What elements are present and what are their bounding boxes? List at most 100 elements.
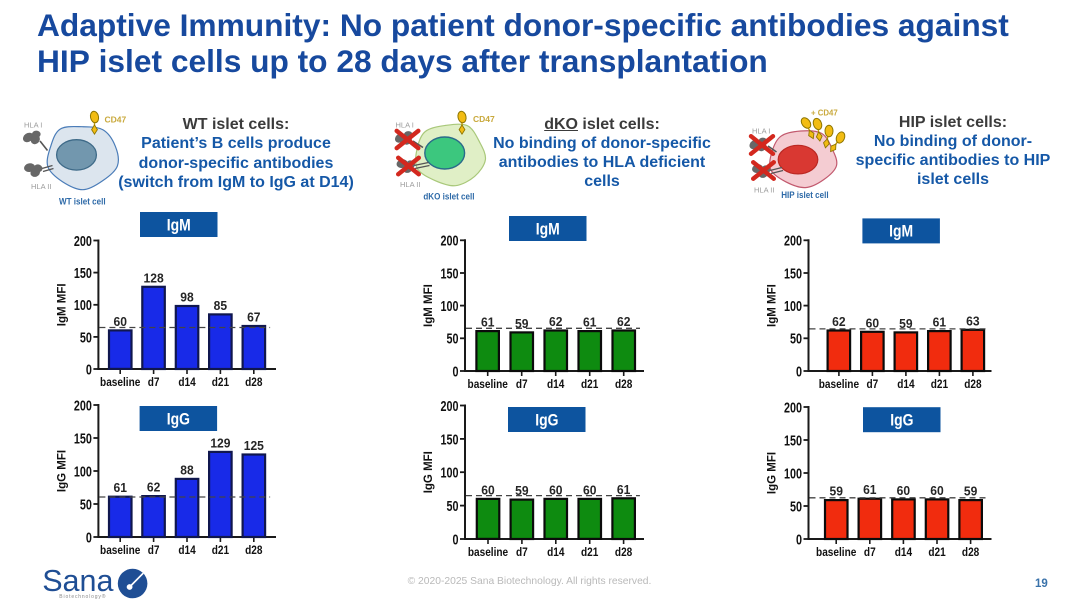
svg-text:d21: d21 (212, 376, 229, 389)
svg-text:IgG MFI: IgG MFI (56, 450, 68, 492)
svg-text:d28: d28 (964, 378, 981, 391)
svg-text:Sana: Sana (42, 564, 113, 598)
svg-text:0: 0 (796, 531, 802, 548)
svg-text:100: 100 (74, 463, 92, 480)
svg-text:d7: d7 (516, 378, 528, 391)
svg-text:150: 150 (74, 264, 92, 281)
svg-text:IgM: IgM (167, 216, 191, 235)
svg-text:200: 200 (441, 232, 459, 249)
svg-text:IgM MFI: IgM MFI (767, 284, 779, 327)
svg-text:150: 150 (74, 430, 92, 447)
svg-text:baseline: baseline (100, 376, 140, 389)
svg-text:125: 125 (244, 439, 264, 453)
svg-text:HLA II: HLA II (31, 182, 51, 191)
svg-text:0: 0 (452, 363, 458, 380)
svg-text:HLA II: HLA II (400, 180, 420, 189)
svg-text:100: 100 (441, 297, 459, 314)
svg-text:61: 61 (863, 483, 876, 497)
svg-text:Biotechnology®: Biotechnology® (59, 593, 106, 600)
svg-text:59: 59 (515, 317, 528, 331)
svg-text:85: 85 (214, 299, 227, 313)
svg-text:d14: d14 (897, 378, 915, 391)
svg-text:150: 150 (784, 432, 802, 449)
svg-text:50: 50 (790, 498, 802, 515)
svg-text:0: 0 (796, 363, 802, 380)
svg-text:60: 60 (113, 315, 126, 329)
svg-text:60: 60 (481, 483, 494, 497)
svg-text:0: 0 (86, 529, 92, 546)
svg-text:150: 150 (441, 265, 459, 282)
svg-text:baseline: baseline (468, 546, 508, 559)
svg-text:IgM MFI: IgM MFI (56, 283, 68, 326)
svg-text:IgG: IgG (890, 411, 913, 430)
svg-text:60: 60 (549, 483, 562, 497)
svg-text:62: 62 (617, 315, 630, 329)
svg-text:HLA I: HLA I (752, 127, 770, 136)
svg-text:62: 62 (147, 480, 160, 494)
svg-text:67: 67 (247, 310, 260, 324)
svg-text:60: 60 (897, 484, 910, 498)
svg-text:d7: d7 (867, 378, 879, 391)
svg-text:59: 59 (964, 484, 977, 498)
svg-text:d28: d28 (615, 546, 632, 559)
svg-text:d14: d14 (547, 378, 565, 391)
svg-text:IgG MFI: IgG MFI (767, 452, 779, 494)
svg-text:d7: d7 (516, 546, 528, 559)
svg-text:IgM: IgM (536, 220, 560, 239)
svg-text:d21: d21 (928, 546, 945, 559)
svg-text:d28: d28 (962, 546, 979, 559)
svg-text:200: 200 (784, 232, 802, 249)
svg-text:59: 59 (899, 317, 912, 331)
svg-text:dKO islet cell: dKO islet cell (423, 191, 474, 202)
svg-text:HLA I: HLA I (396, 121, 414, 130)
svg-text:IgM: IgM (889, 222, 913, 241)
svg-text:200: 200 (441, 397, 459, 414)
svg-text:d21: d21 (931, 378, 948, 391)
svg-text:d28: d28 (615, 378, 632, 391)
svg-text:100: 100 (74, 296, 92, 313)
svg-text:59: 59 (515, 484, 528, 498)
svg-text:61: 61 (481, 315, 494, 329)
svg-text:d21: d21 (581, 546, 598, 559)
svg-text:HIP islet cell: HIP islet cell (781, 189, 828, 200)
svg-text:98: 98 (180, 290, 193, 304)
svg-text:50: 50 (80, 329, 92, 346)
svg-text:50: 50 (790, 330, 802, 347)
svg-text:61: 61 (583, 315, 596, 329)
svg-text:IgG: IgG (535, 411, 558, 430)
svg-text:d7: d7 (148, 544, 160, 557)
svg-text:60: 60 (866, 316, 879, 330)
svg-text:d14: d14 (178, 376, 196, 389)
svg-text:d7: d7 (148, 376, 160, 389)
svg-text:d21: d21 (212, 544, 229, 557)
svg-text:129: 129 (210, 436, 230, 450)
svg-text:200: 200 (74, 397, 92, 414)
svg-text:128: 128 (144, 271, 164, 285)
svg-text:50: 50 (80, 496, 92, 513)
svg-text:200: 200 (74, 232, 92, 249)
svg-text:d28: d28 (245, 544, 262, 557)
svg-text:100: 100 (441, 464, 459, 481)
svg-text:IgG: IgG (167, 410, 190, 429)
svg-text:CD47: CD47 (473, 114, 495, 124)
svg-text:88: 88 (180, 463, 193, 477)
svg-text:63: 63 (966, 314, 979, 328)
svg-text:d14: d14 (547, 546, 565, 559)
svg-text:d14: d14 (178, 544, 196, 557)
svg-text:baseline: baseline (100, 544, 140, 557)
svg-text:IgG MFI: IgG MFI (423, 451, 435, 493)
svg-text:CD47: CD47 (105, 115, 127, 125)
svg-text:50: 50 (447, 497, 459, 514)
svg-text:HLA I: HLA I (24, 121, 42, 130)
svg-text:62: 62 (832, 315, 845, 329)
svg-text:baseline: baseline (819, 378, 859, 391)
svg-text:200: 200 (784, 399, 802, 416)
svg-text:100: 100 (784, 297, 802, 314)
svg-text:HLA II: HLA II (754, 186, 774, 195)
svg-text:100: 100 (784, 465, 802, 482)
svg-text:60: 60 (930, 484, 943, 498)
svg-text:IgM MFI: IgM MFI (423, 284, 435, 327)
svg-text:59: 59 (829, 484, 842, 498)
svg-text:d28: d28 (245, 376, 262, 389)
svg-text:50: 50 (447, 330, 459, 347)
